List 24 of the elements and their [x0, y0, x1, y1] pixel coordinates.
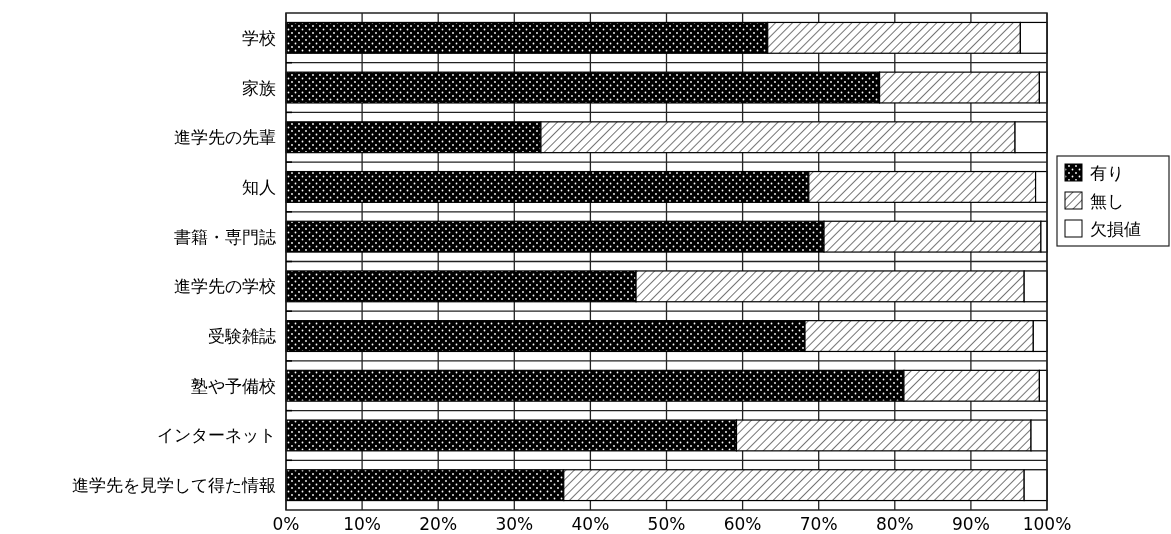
y-tick-label: 進学先を見学して得た情報	[72, 475, 276, 496]
y-tick-label: 書籍・専門誌	[174, 226, 276, 247]
legend-label: 有り	[1090, 163, 1124, 183]
y-tick-label: 進学先の先輩	[174, 127, 276, 148]
x-tick-label: 40%	[571, 514, 610, 534]
x-tick-label: 90%	[952, 514, 990, 534]
y-tick-label: 進学先の学校	[174, 276, 276, 297]
y-tick-label: 受験雑誌	[208, 326, 276, 347]
y-tick-label: インターネット	[157, 425, 276, 446]
x-tick-label: 10%	[343, 514, 381, 534]
x-tick-label: 70%	[799, 514, 838, 534]
x-tick-label: 60%	[723, 514, 762, 534]
x-tick-label: 50%	[647, 514, 686, 534]
legend-label: 欠損値	[1090, 219, 1141, 239]
x-tick-label: 0%	[272, 514, 300, 534]
x-tick-label: 30%	[495, 514, 534, 534]
x-tick-label: 100%	[1022, 514, 1072, 534]
y-tick-label: 知人	[242, 176, 276, 197]
y-tick-label: 家族	[242, 77, 276, 98]
x-tick-label: 20%	[419, 514, 458, 534]
y-tick-label: 塾や予備校	[191, 375, 276, 396]
legend-label: 無し	[1090, 191, 1124, 211]
x-tick-label: 80%	[875, 514, 914, 534]
y-tick-label: 学校	[242, 27, 276, 48]
